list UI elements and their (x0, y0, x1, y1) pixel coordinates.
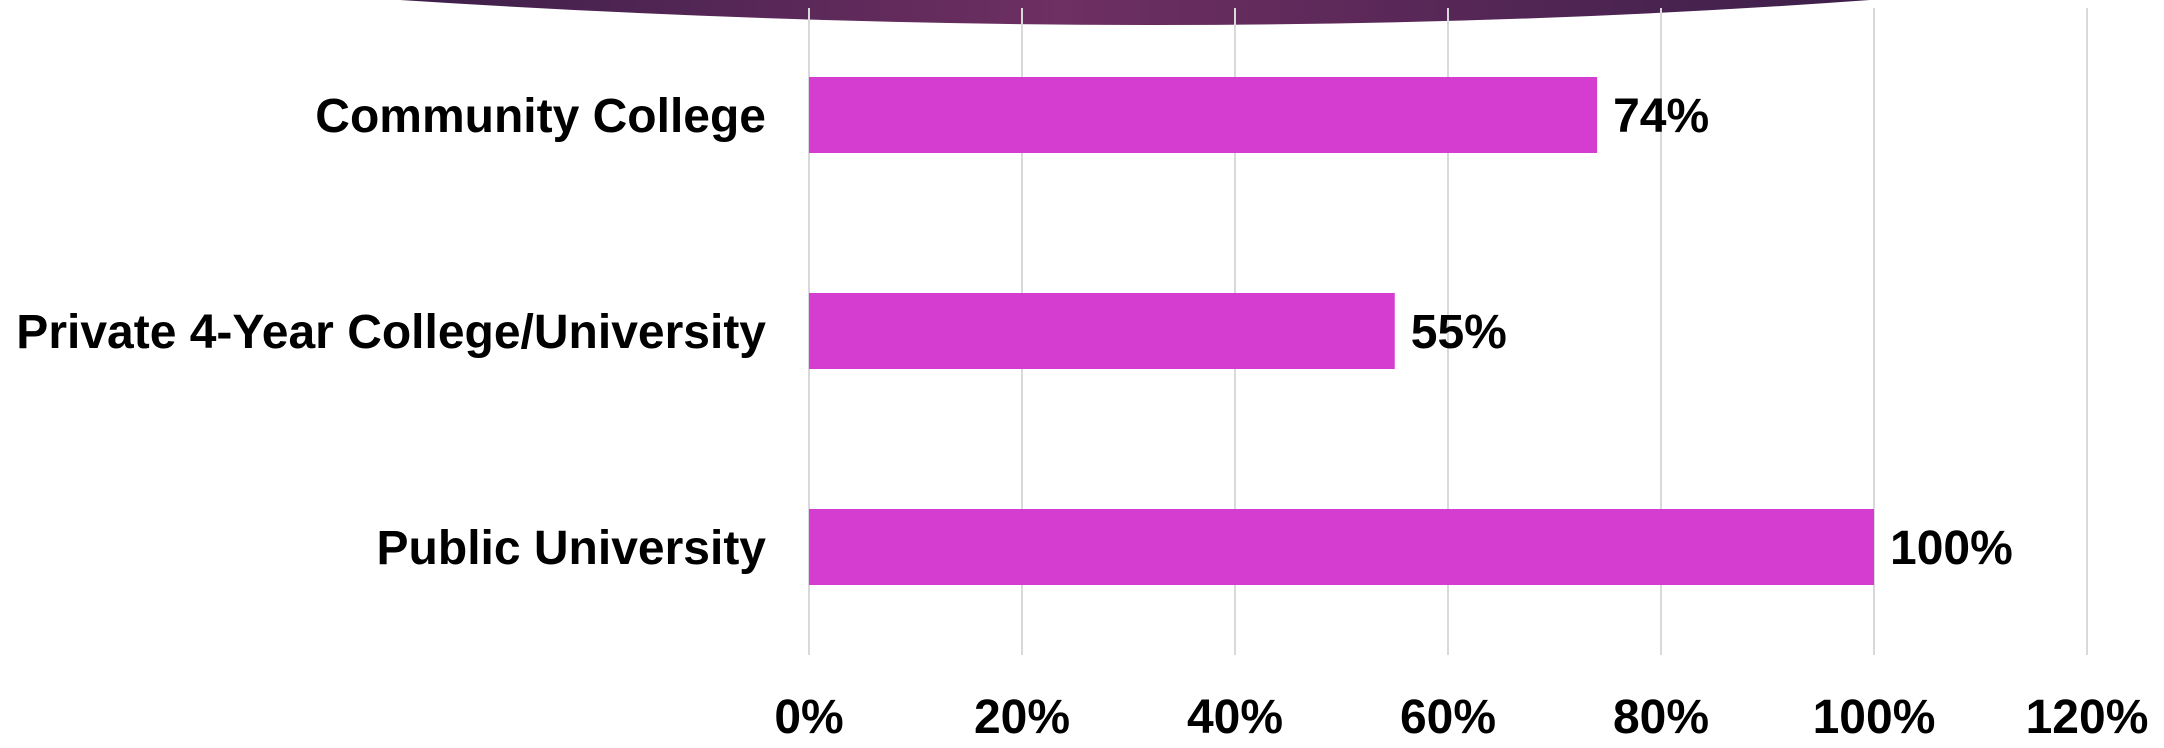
category-label: Private 4-Year College/University (16, 306, 766, 359)
bar (809, 77, 1598, 153)
x-tick-label: 120% (2026, 691, 2149, 743)
x-axis-tick-labels: 0% 20% 40% 60% 80% 100% 120% (774, 691, 2149, 744)
x-tick-label: 100% (1813, 691, 1936, 743)
data-label: 74% (1613, 90, 1709, 143)
x-tick-label: 40% (1187, 691, 1283, 743)
category-labels: Community College Private 4-Year College/… (16, 90, 766, 575)
category-label: Community College (315, 90, 766, 143)
bars (809, 77, 1874, 585)
bar (809, 509, 1874, 585)
x-tick-label: 60% (1400, 691, 1496, 743)
bar (809, 293, 1395, 369)
data-label: 100% (1890, 522, 2013, 575)
x-tick-label: 80% (1613, 691, 1709, 743)
decorative-banner (400, 0, 1870, 25)
data-label: 55% (1411, 306, 1507, 359)
category-label: Public University (377, 522, 767, 575)
x-tick-label: 20% (974, 691, 1070, 743)
x-tick-label: 0% (774, 691, 843, 743)
data-labels: 74% 55% 100% (1411, 90, 2013, 575)
